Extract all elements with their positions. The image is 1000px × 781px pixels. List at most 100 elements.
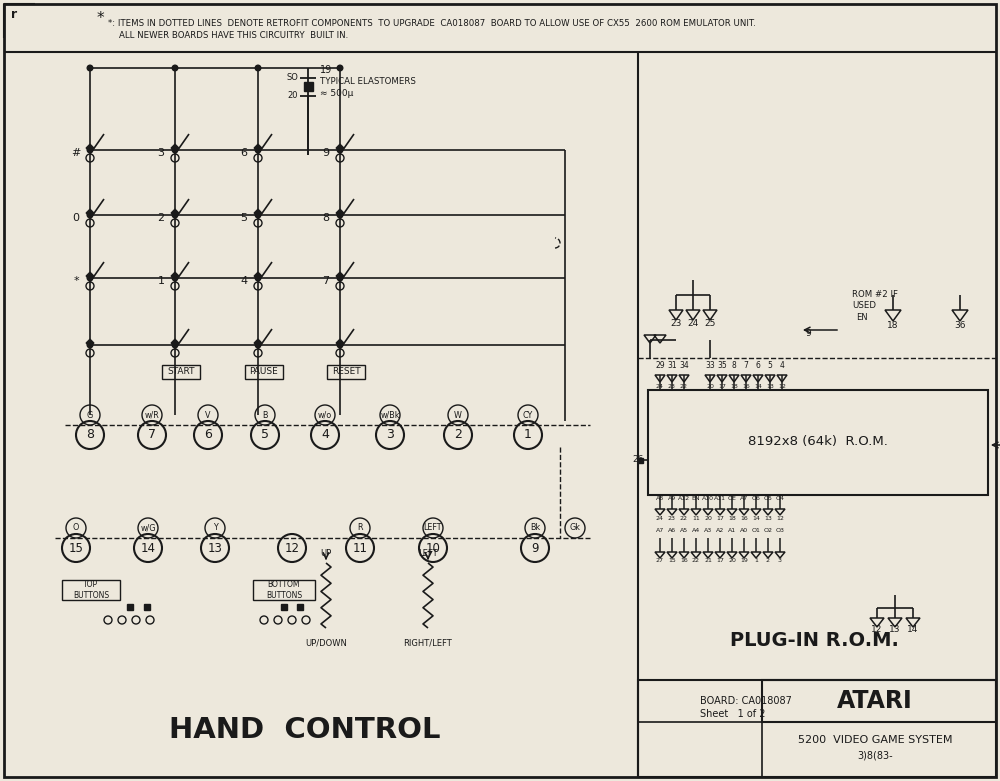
Polygon shape [171,209,179,217]
Text: 11: 11 [352,541,368,555]
Text: 6: 6 [240,148,248,158]
Circle shape [337,212,343,218]
Text: A4: A4 [692,527,700,533]
Text: w/G: w/G [140,523,156,533]
Circle shape [172,275,178,281]
Text: 19: 19 [320,65,332,75]
Text: 35: 35 [717,362,727,370]
Text: 13: 13 [764,515,772,520]
Text: 8: 8 [732,362,736,370]
Circle shape [255,147,261,153]
Text: A7: A7 [740,495,748,501]
Text: A8: A8 [656,495,664,501]
Text: BOARD: CA018087: BOARD: CA018087 [700,696,792,706]
Text: 9: 9 [531,541,539,555]
Text: 19: 19 [740,558,748,564]
Text: RIGHT/LEFT: RIGHT/LEFT [404,639,452,647]
Bar [297,604,303,610]
Bar [144,604,150,610]
Text: ATARI: ATARI [837,689,913,713]
Text: 3: 3 [158,148,164,158]
Text: 3: 3 [778,558,782,564]
Text: 13: 13 [208,541,222,555]
Text: ≈ 500μ: ≈ 500μ [320,90,353,98]
Polygon shape [336,339,344,347]
Circle shape [254,349,262,357]
Circle shape [172,65,178,71]
Text: 24: 24 [656,384,664,390]
Text: O1: O1 [752,527,760,533]
Text: 1: 1 [524,429,532,441]
Text: 1: 1 [158,276,164,286]
Circle shape [87,212,93,218]
Bar [327,365,365,379]
Bar [304,81,312,91]
Text: 5: 5 [768,362,772,370]
Text: 23: 23 [670,319,682,329]
Text: 12: 12 [776,515,784,520]
Text: 23: 23 [668,384,676,390]
Text: 18: 18 [728,515,736,520]
Text: OE: OE [728,495,736,501]
Text: 6: 6 [756,362,760,370]
Circle shape [255,342,261,348]
Circle shape [86,282,94,290]
Polygon shape [254,339,262,347]
Text: 36: 36 [954,320,966,330]
Circle shape [255,65,261,71]
Text: 7: 7 [148,429,156,441]
Text: 5: 5 [240,213,248,223]
Text: PLUG-IN R.O.M.: PLUG-IN R.O.M. [730,630,899,650]
Text: 4: 4 [321,429,329,441]
Polygon shape [336,209,344,217]
Circle shape [87,275,93,281]
Text: O2: O2 [764,527,772,533]
Text: O4: O4 [776,495,784,501]
Text: A10: A10 [702,495,714,501]
Text: O3: O3 [776,527,784,533]
Polygon shape [86,209,94,217]
Text: 16: 16 [680,558,688,564]
Circle shape [86,349,94,357]
Text: 12: 12 [778,384,786,390]
Bar [638,458,642,462]
Circle shape [255,275,261,281]
Text: w/o: w/o [318,411,332,419]
Text: 15: 15 [69,541,83,555]
Text: BOTTOM
BUTTONS: BOTTOM BUTTONS [266,580,302,600]
Text: 20: 20 [728,558,736,564]
Circle shape [172,212,178,218]
Text: #: # [71,148,81,158]
Bar [62,580,120,600]
Text: 2: 2 [454,429,462,441]
Circle shape [171,219,179,227]
Text: Y: Y [213,523,217,533]
Text: 2: 2 [766,558,770,564]
Text: 6: 6 [204,429,212,441]
Circle shape [336,349,344,357]
Polygon shape [86,272,94,280]
Circle shape [336,282,344,290]
Text: UP/DOWN: UP/DOWN [305,639,347,647]
Text: 17: 17 [716,558,724,564]
Text: TOP
BUTTONS: TOP BUTTONS [73,580,109,600]
Text: 20: 20 [288,91,298,101]
Text: A1: A1 [728,527,736,533]
Text: 22: 22 [692,558,700,564]
Text: 17: 17 [718,384,726,390]
Text: LEFT: LEFT [424,523,442,533]
Text: O6: O6 [752,495,760,501]
Text: 10: 10 [426,541,440,555]
Text: 0: 0 [72,213,80,223]
Text: A2: A2 [716,527,724,533]
Text: 4: 4 [780,362,784,370]
Text: SO: SO [286,73,298,83]
Text: 3)8(83-: 3)8(83- [857,751,893,761]
Text: 33: 33 [705,362,715,370]
Text: A12: A12 [678,495,690,501]
Polygon shape [254,144,262,152]
Bar [162,365,200,379]
Circle shape [254,282,262,290]
Text: R: R [357,523,363,533]
Text: 29: 29 [655,362,665,370]
